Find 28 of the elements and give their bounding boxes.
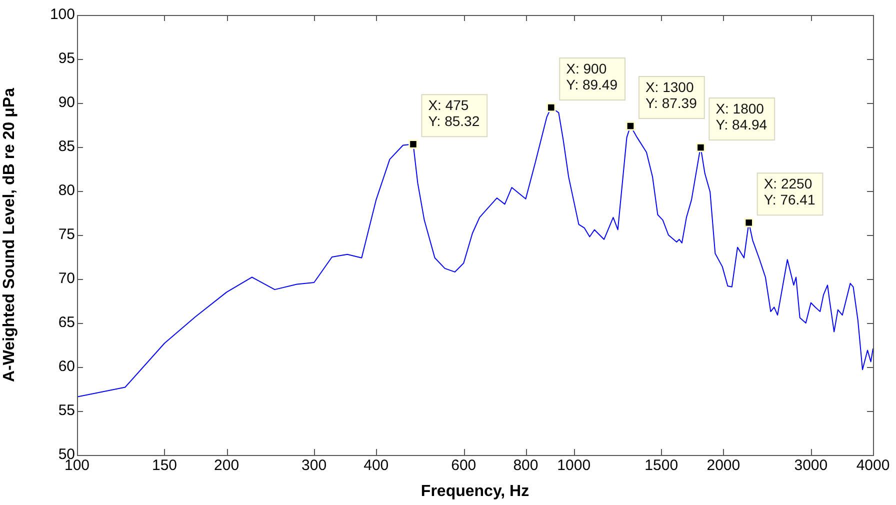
- x-tick-label: 3000: [794, 457, 828, 474]
- x-tick-label: 800: [513, 457, 538, 474]
- annotation: X: 1800 Y: 84.94: [716, 100, 768, 132]
- x-tick-label: 400: [364, 457, 389, 474]
- x-axis-title: Frequency, Hz: [420, 482, 530, 500]
- y-tick-label: 85: [58, 138, 75, 156]
- x-tick-label: 300: [302, 457, 327, 474]
- y-tick-label: 95: [58, 50, 75, 68]
- x-tick-label: 1000: [557, 457, 591, 474]
- y-tick-label: 55: [58, 402, 75, 420]
- x-tick-label: 200: [214, 457, 240, 474]
- x-tick-label: 600: [451, 457, 476, 474]
- x-tick-label: 150: [152, 457, 178, 474]
- y-tick-label: 65: [58, 314, 75, 332]
- x-tick-label: 2000: [706, 457, 740, 474]
- annotation: X: 1300 Y: 87.39: [645, 78, 698, 111]
- y-tick-label: 80: [58, 182, 75, 200]
- y-axis-title: A-Weighted Sound Level, dB re 20 μPa: [1, 88, 18, 382]
- x-tick-label: 4000: [856, 457, 890, 474]
- annotation: X: 900 Y: 89.49: [566, 60, 618, 92]
- annotation: X: 2250 Y: 76.41: [764, 175, 816, 208]
- y-tick-label: 60: [58, 358, 75, 376]
- x-tick-label: 1500: [644, 457, 678, 474]
- y-tick-label: 90: [58, 94, 75, 112]
- annotation: X: 475 Y: 85.32: [428, 97, 480, 130]
- y-tick-label: 75: [58, 226, 75, 244]
- y-tick-label: 70: [58, 270, 75, 288]
- y-tick-label: 100: [50, 6, 75, 24]
